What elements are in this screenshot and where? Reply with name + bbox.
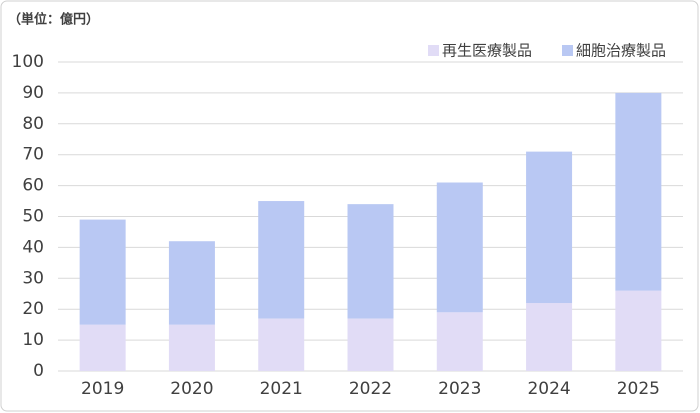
y-tick-label: 60 xyxy=(22,176,44,196)
x-tick-label: 2019 xyxy=(81,379,124,399)
y-tick-label: 10 xyxy=(22,330,44,350)
x-tick-label: 2022 xyxy=(349,379,392,399)
y-tick-label: 0 xyxy=(33,361,44,381)
legend-swatch xyxy=(562,45,573,56)
y-tick-label: 100 xyxy=(12,52,44,72)
legend-label: 細胞治療製品 xyxy=(576,42,666,60)
legend-swatch xyxy=(428,45,439,56)
bar xyxy=(79,219,126,325)
y-tick-label: 70 xyxy=(22,145,44,165)
bar xyxy=(168,241,215,325)
y-tick-label: 90 xyxy=(22,83,44,103)
legend-label: 再生医療製品 xyxy=(442,42,532,60)
x-tick-label: 2021 xyxy=(260,379,303,399)
bar xyxy=(347,204,394,319)
y-tick-label: 80 xyxy=(22,114,44,134)
y-tick-label: 50 xyxy=(22,207,44,227)
y-tick-label: 30 xyxy=(22,268,44,288)
x-tick-label: 2024 xyxy=(527,379,570,399)
y-tick-label: 20 xyxy=(22,299,44,319)
bar xyxy=(526,303,573,371)
bar xyxy=(526,151,573,304)
bar xyxy=(436,182,483,313)
bar xyxy=(615,92,662,291)
bar xyxy=(79,324,126,371)
x-tick-label: 2020 xyxy=(170,379,213,399)
bar xyxy=(436,312,483,371)
bar xyxy=(347,318,394,371)
chart-subtitle: （単位：億円） xyxy=(8,12,99,28)
x-tick-label: 2023 xyxy=(438,379,481,399)
bar xyxy=(258,318,305,371)
y-tick-label: 40 xyxy=(22,237,44,257)
bar xyxy=(168,324,215,371)
x-tick-label: 2025 xyxy=(617,379,660,399)
bar xyxy=(615,290,662,371)
bar xyxy=(258,201,305,319)
